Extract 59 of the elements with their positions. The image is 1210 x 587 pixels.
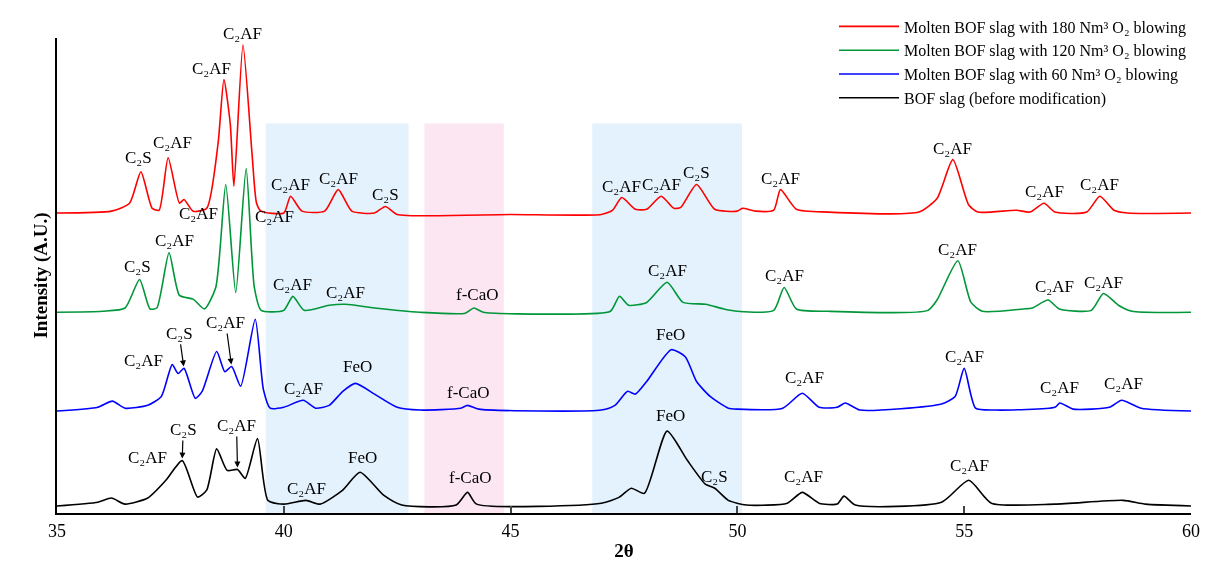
annotation: C₂AF (648, 261, 687, 280)
annotation: C₂AF (784, 467, 823, 486)
annotation: C₂AF (217, 416, 256, 435)
annotation: C₂AF (153, 133, 192, 152)
annotation: C₂S (124, 257, 151, 276)
legend-label: Molten BOF slag with 120 Nm³ O₂ blowing (904, 42, 1186, 61)
annotation: C₂AF (128, 448, 167, 467)
y-axis-title: Intensity (A.U.) (30, 212, 53, 339)
x-tick-label: 40 (274, 520, 293, 541)
annotation: C₂AF (1104, 374, 1143, 393)
annotation: C₂AF (206, 313, 245, 332)
annotation: C₂S (372, 185, 399, 204)
annotation: C₂AF (179, 204, 218, 223)
annotation: C₂AF (273, 275, 312, 294)
annotation: FeO (343, 357, 373, 376)
annotation: C₂AF (271, 175, 310, 194)
annotation: C₂AF (945, 347, 984, 366)
annotation: C₂AF (192, 59, 231, 78)
annotation: C₂S (170, 420, 197, 439)
annotation: C₂AF (785, 368, 824, 387)
annotation: C₂AF (933, 139, 972, 158)
annotation: C₂AF (938, 240, 977, 259)
annotation: C₂AF (765, 266, 804, 285)
annotation: FeO (348, 448, 378, 467)
annotation: f-CaO (449, 468, 492, 487)
annotation: C₂AF (1035, 277, 1074, 296)
annotation: FeO (656, 406, 686, 425)
x-axis-title: 2θ (614, 539, 634, 561)
annotation: C₂AF (287, 479, 326, 498)
annotation: C₂AF (1040, 378, 1079, 397)
annotation: C₂AF (223, 24, 262, 43)
annotation: C₂AF (602, 177, 641, 196)
x-tick-label: 35 (48, 520, 66, 541)
annotation: C₂S (683, 163, 710, 182)
annotation: FeO (656, 325, 686, 344)
annotation: C₂S (125, 148, 152, 167)
annotation: C₂AF (642, 175, 681, 194)
annotation: f-CaO (447, 383, 490, 402)
legend-label: BOF slag (before modification) (904, 90, 1107, 109)
x-tick-label: 60 (1182, 520, 1200, 541)
x-tick-label: 55 (955, 520, 974, 541)
annotation: C₂AF (1080, 175, 1119, 194)
annotation: C₂AF (326, 283, 365, 302)
x-tick-label: 45 (501, 520, 520, 541)
annotation: C₂AF (950, 456, 989, 475)
annotation: C₂AF (1025, 182, 1064, 201)
annotation: C₂AF (1084, 273, 1123, 292)
annotation: C₂AF (761, 169, 800, 188)
annotation: C₂AF (155, 231, 194, 250)
annotation: C₂S (166, 324, 193, 343)
annotation: C₂S (701, 467, 728, 486)
annotation: C₂AF (284, 379, 323, 398)
annotation: C₂AF (319, 169, 358, 188)
annotation: C₂AF (255, 207, 294, 226)
annotation: C₂AF (124, 351, 163, 370)
legend-label: Molten BOF slag with 180 Nm³ O₂ blowing (904, 18, 1186, 37)
annotation: f-CaO (456, 285, 499, 304)
legend-label: Molten BOF slag with 60 Nm³ O₂ blowing (904, 66, 1178, 85)
x-tick-label: 50 (728, 520, 747, 541)
